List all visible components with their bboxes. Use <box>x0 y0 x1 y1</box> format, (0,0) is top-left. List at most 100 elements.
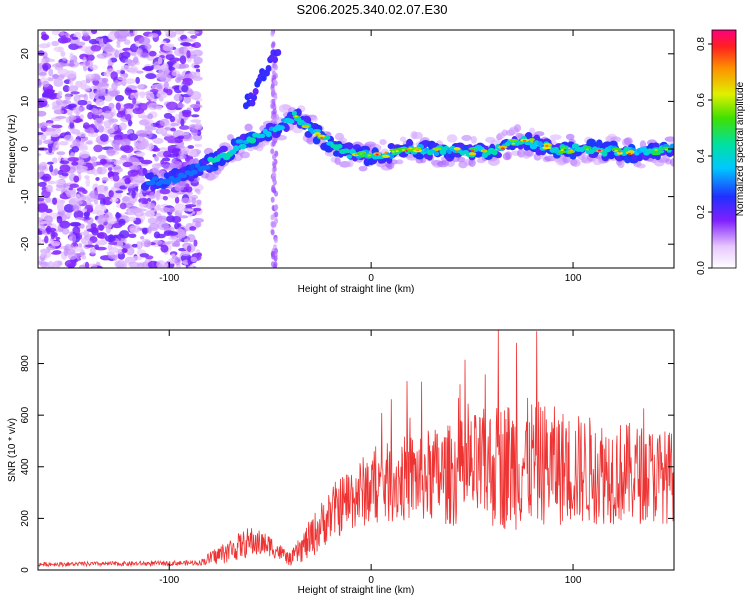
noise-blob <box>48 68 54 77</box>
ridge-core-blob <box>287 118 295 125</box>
noise-blob <box>83 229 90 238</box>
noise-blob <box>53 109 65 115</box>
noise-blob <box>116 112 123 118</box>
ridge-core-blob <box>149 179 156 186</box>
noise-blob <box>81 237 88 245</box>
ridge-halo-blob <box>244 123 253 132</box>
noise-blob <box>68 85 79 93</box>
ridge-peak-blob <box>560 148 564 151</box>
noise-blob <box>85 244 95 248</box>
noise-blob <box>153 205 160 212</box>
noise-blob <box>77 99 88 106</box>
noise-blob <box>72 139 81 147</box>
top-y-axis-label: Frequency (Hz) <box>7 115 18 184</box>
noise-streak-blob <box>270 229 275 236</box>
noise-blob <box>53 46 65 52</box>
noise-blob <box>162 43 174 52</box>
secondary-branch-blob <box>272 56 279 64</box>
noise-blob <box>163 30 173 35</box>
ridge-peak-blob <box>501 147 505 150</box>
ridge-halo-blob <box>505 151 512 160</box>
noise-blob <box>161 157 171 162</box>
noise-blob <box>126 196 138 204</box>
noise-blob <box>84 261 90 268</box>
noise-blob <box>51 105 63 111</box>
noise-blob <box>96 184 107 194</box>
secondary-branch-blob <box>252 88 259 96</box>
ridge-blob <box>219 145 228 153</box>
noise-blob <box>163 225 172 231</box>
bottom-y-tick-label: 0 <box>20 567 31 573</box>
noise-blob <box>105 224 112 234</box>
secondary-branch-blob <box>251 94 258 102</box>
noise-blob <box>138 36 151 46</box>
noise-blob <box>46 161 54 165</box>
noise-blob <box>96 166 107 175</box>
noise-blob <box>145 255 154 260</box>
noise-blob <box>140 119 151 123</box>
noise-blob <box>132 207 143 213</box>
ridge-peak-blob <box>482 149 486 152</box>
ridge-halo-blob <box>570 158 581 168</box>
noise-blob <box>95 240 108 246</box>
ridge-blob <box>607 150 616 160</box>
noise-blob <box>151 147 161 152</box>
bottom-y-tick-label: 200 <box>20 510 31 527</box>
noise-blob <box>183 96 192 104</box>
noise-blob <box>136 84 145 89</box>
noise-blob <box>191 114 200 118</box>
noise-blob <box>47 180 56 185</box>
noise-blob <box>73 94 81 103</box>
noise-blob <box>104 44 113 53</box>
noise-blob <box>38 43 50 49</box>
noise-blob <box>77 165 88 173</box>
noise-blob <box>86 104 94 111</box>
noise-blob <box>182 208 194 212</box>
noise-blob <box>53 168 59 175</box>
ridge-core-blob <box>165 179 172 185</box>
ridge-hot-blob <box>468 147 478 151</box>
noise-blob <box>147 113 153 120</box>
noise-blob <box>195 221 202 228</box>
noise-blob <box>140 236 145 240</box>
noise-streak-blob <box>272 162 277 169</box>
noise-blob <box>83 211 90 220</box>
ridge-peak-blob <box>562 147 566 150</box>
top-y-tick-label: -10 <box>20 189 31 204</box>
noise-blob <box>189 103 201 109</box>
ridge-halo-blob <box>446 134 458 143</box>
noise-blob <box>115 190 124 194</box>
noise-blob <box>105 235 116 243</box>
noise-blob <box>90 156 98 162</box>
noise-blob <box>68 79 74 86</box>
bottom-y-tick-label: 800 <box>20 355 31 372</box>
noise-blob <box>131 255 143 261</box>
ridge-peak-blob <box>435 149 439 152</box>
ridge-core-blob <box>601 150 608 157</box>
noise-blob <box>151 138 162 143</box>
bottom-x-tick-label: 0 <box>368 575 374 586</box>
ridge-hot-blob <box>313 132 321 136</box>
noise-blob <box>125 113 132 121</box>
ridge-peak-blob <box>320 136 324 139</box>
ridge-core-blob <box>388 153 394 159</box>
noise-blob <box>95 37 101 42</box>
ridge-halo-blob <box>395 159 404 165</box>
noise-blob <box>40 251 45 258</box>
noise-blob <box>61 227 70 235</box>
noise-blob <box>132 97 137 105</box>
noise-blob <box>120 30 127 38</box>
noise-blob <box>168 236 179 241</box>
noise-blob <box>133 175 146 183</box>
noise-blob <box>175 230 187 239</box>
ridge-peak-blob <box>569 149 573 152</box>
noise-blob <box>79 162 87 166</box>
ridge-hot-blob <box>557 150 567 154</box>
noise-blob <box>135 151 146 157</box>
ridge-core-blob <box>182 174 188 179</box>
bottom-x-tick-label: -100 <box>159 575 179 586</box>
noise-blob <box>186 245 192 253</box>
noise-blob <box>101 177 109 182</box>
noise-blob <box>82 208 88 213</box>
colorbar-label: Normalized spectral amplitude <box>735 81 746 216</box>
